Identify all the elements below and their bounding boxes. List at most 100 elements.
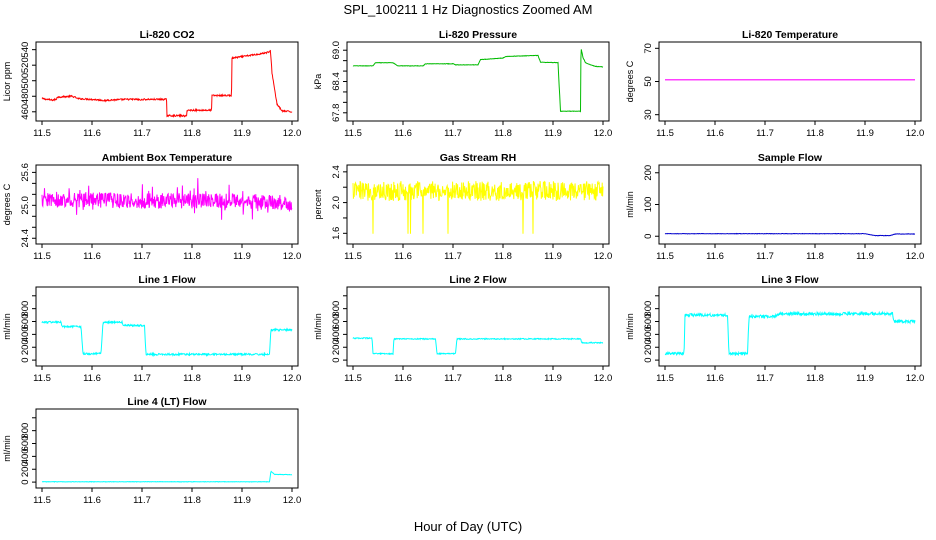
y-axis-label: degrees C bbox=[2, 183, 12, 225]
panel-ambient-box-temperature: Ambient Box Temperature degrees C 24.4 25.0… bbox=[2, 152, 301, 262]
y-tick-label: 200 bbox=[643, 339, 654, 355]
x-tick-label: 11.5 bbox=[344, 251, 362, 262]
x-tick-label: 11.6 bbox=[83, 373, 101, 384]
x-tick-label: 12.0 bbox=[906, 251, 925, 262]
x-tick-label: 11.9 bbox=[233, 251, 251, 262]
y-axis-label: ml/min bbox=[313, 313, 323, 340]
series-line bbox=[41, 49, 293, 119]
x-tick-label: 11.6 bbox=[394, 251, 412, 262]
x-tick-label: 11.8 bbox=[183, 128, 201, 139]
x-tick-label: 11.7 bbox=[133, 373, 151, 384]
plot-frame bbox=[658, 41, 922, 122]
panel-li-820-temperature: Li-820 Temperature degrees C 30 50 70 11.5 11.… bbox=[625, 29, 924, 139]
y-tick-label: 200 bbox=[20, 461, 31, 477]
panel-title: Line 4 (LT) Flow bbox=[127, 396, 207, 408]
y-tick-label: 67.8 bbox=[331, 104, 342, 123]
y-tick-label: 100 bbox=[643, 197, 654, 213]
y-tick-label: 70 bbox=[643, 43, 654, 54]
x-tick-label: 11.5 bbox=[33, 373, 51, 384]
x-tick-label: 11.7 bbox=[444, 373, 462, 384]
y-axis-label: ml/min bbox=[2, 435, 12, 462]
panel-title: Line 1 Flow bbox=[138, 274, 196, 286]
panel-title: Line 2 Flow bbox=[449, 274, 507, 286]
y-tick-label: 0 bbox=[643, 234, 654, 239]
x-tick-label: 12.0 bbox=[594, 251, 613, 262]
y-tick-label: 540 bbox=[20, 42, 31, 58]
y-tick-label: 400 bbox=[20, 448, 31, 464]
x-tick-label: 11.5 bbox=[656, 128, 674, 139]
y-tick-label: 200 bbox=[331, 339, 342, 355]
series-line bbox=[41, 319, 293, 358]
x-tick-label: 11.5 bbox=[33, 495, 51, 506]
x-tick-label: 11.6 bbox=[394, 373, 412, 384]
x-tick-label: 11.8 bbox=[183, 495, 201, 506]
x-tick-label: 11.7 bbox=[133, 251, 151, 262]
y-tick-label: 460 bbox=[20, 104, 31, 120]
y-tick-label: 0 bbox=[20, 479, 31, 484]
x-tick-label: 11.7 bbox=[133, 495, 151, 506]
y-tick-label: 1.6 bbox=[331, 227, 342, 240]
x-tick-label: 11.9 bbox=[544, 128, 562, 139]
x-tick-label: 11.7 bbox=[756, 128, 774, 139]
plot-frame bbox=[35, 41, 299, 122]
x-tick-label: 11.9 bbox=[544, 251, 562, 262]
plot-frame bbox=[346, 41, 610, 122]
x-tick-label: 11.8 bbox=[183, 373, 201, 384]
y-tick-label: 800 bbox=[20, 301, 31, 317]
panel-title: Line 3 Flow bbox=[761, 274, 819, 286]
x-tick-label: 11.9 bbox=[233, 495, 251, 506]
x-tick-label: 11.5 bbox=[344, 373, 362, 384]
y-tick-label: 2.0 bbox=[331, 196, 342, 209]
x-tick-label: 11.6 bbox=[83, 251, 101, 262]
y-tick-label: 68.4 bbox=[331, 72, 342, 91]
x-tick-label: 12.0 bbox=[594, 128, 613, 139]
series-line bbox=[352, 180, 604, 234]
plot-frame bbox=[35, 408, 299, 489]
x-tick-label: 11.6 bbox=[706, 251, 724, 262]
y-axis-label: ml/min bbox=[625, 313, 635, 340]
y-tick-label: 600 bbox=[20, 314, 31, 330]
x-tick-label: 11.6 bbox=[394, 128, 412, 139]
x-tick-label: 11.8 bbox=[806, 251, 824, 262]
x-tick-label: 11.9 bbox=[233, 373, 251, 384]
y-tick-label: 600 bbox=[20, 436, 31, 452]
y-tick-label: 200 bbox=[643, 165, 654, 181]
x-tick-label: 11.8 bbox=[494, 128, 512, 139]
x-tick-label: 11.5 bbox=[656, 251, 674, 262]
y-tick-label: 30 bbox=[643, 109, 654, 120]
y-tick-label: 400 bbox=[643, 326, 654, 342]
y-tick-label: 400 bbox=[20, 326, 31, 342]
series-line bbox=[41, 178, 293, 220]
panel-gas-stream-rh: Gas Stream RH percent 1.6 2.0 2.4 11.5 11.6 11.… bbox=[313, 152, 612, 262]
x-tick-label: 11.5 bbox=[33, 128, 51, 139]
y-tick-label: 600 bbox=[331, 314, 342, 330]
x-tick-label: 12.0 bbox=[283, 373, 302, 384]
x-tick-label: 11.9 bbox=[856, 251, 874, 262]
x-tick-label: 12.0 bbox=[283, 128, 302, 139]
y-tick-label: 500 bbox=[20, 73, 31, 89]
series-line bbox=[41, 470, 293, 483]
y-tick-label: 2.4 bbox=[331, 165, 342, 178]
y-tick-label: 0 bbox=[331, 357, 342, 362]
x-tick-label: 11.8 bbox=[806, 128, 824, 139]
x-tick-label: 11.8 bbox=[183, 251, 201, 262]
figure-xlabel: Hour of Day (UTC) bbox=[414, 519, 522, 534]
y-tick-label: 800 bbox=[331, 301, 342, 317]
x-tick-label: 11.5 bbox=[344, 128, 362, 139]
panel-title: Ambient Box Temperature bbox=[102, 152, 233, 164]
plot-frame bbox=[658, 164, 922, 245]
y-axis-label: kPa bbox=[313, 74, 323, 90]
x-tick-label: 11.6 bbox=[706, 128, 724, 139]
y-axis-label: percent bbox=[313, 189, 323, 220]
series-line bbox=[352, 336, 604, 356]
panel-title: Sample Flow bbox=[758, 152, 823, 164]
plot-frame bbox=[35, 164, 299, 245]
y-tick-label: 69.0 bbox=[331, 41, 342, 60]
x-tick-label: 11.7 bbox=[756, 251, 774, 262]
x-tick-label: 11.8 bbox=[494, 373, 512, 384]
